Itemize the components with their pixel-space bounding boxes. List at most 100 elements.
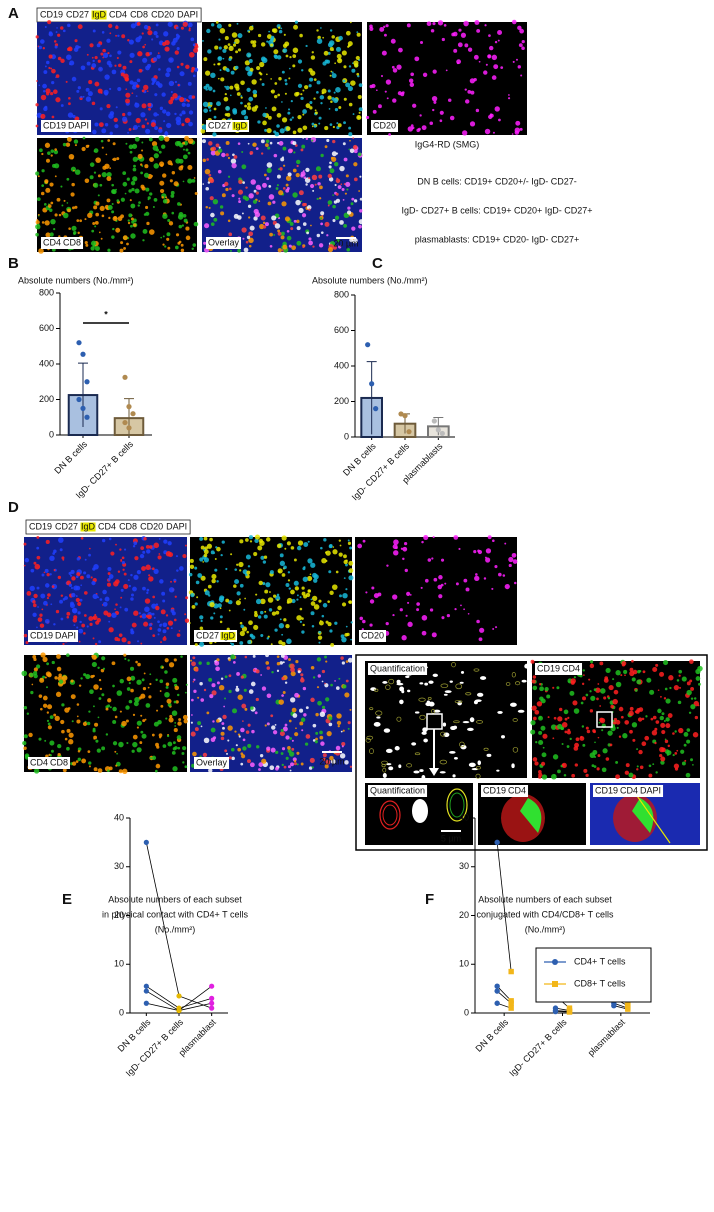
- cell: [185, 683, 188, 686]
- cell: [41, 608, 44, 611]
- cell: [600, 688, 606, 694]
- legend-marker: [552, 959, 558, 965]
- cell: [331, 584, 338, 590]
- cell: [133, 164, 136, 168]
- cell: [266, 177, 270, 181]
- cell: [225, 85, 230, 90]
- data-point: [494, 983, 500, 989]
- cell: [655, 720, 660, 724]
- cell: [134, 556, 139, 561]
- definition: plasmablasts: CD19+ CD20- IgD- CD27+: [415, 234, 580, 244]
- cell: [332, 204, 336, 209]
- data-point: [80, 351, 86, 357]
- cell: [68, 732, 74, 738]
- cell: [36, 546, 40, 550]
- cell: [39, 613, 43, 617]
- quant-cell: [407, 689, 411, 693]
- cell: [440, 558, 445, 562]
- cell: [590, 663, 593, 666]
- cell: [162, 636, 167, 641]
- cell: [117, 34, 120, 38]
- cell: [88, 761, 92, 765]
- cell: [239, 598, 241, 601]
- cell: [126, 177, 130, 181]
- cell: [278, 640, 283, 645]
- cell: [132, 545, 136, 548]
- cell: [192, 74, 196, 78]
- cell: [618, 735, 622, 738]
- cell: [341, 50, 347, 56]
- cell: [557, 769, 561, 774]
- quant-cell: [423, 738, 428, 743]
- quant-cell: [476, 692, 484, 697]
- cell: [302, 89, 305, 92]
- cell: [151, 733, 155, 737]
- cell: [217, 603, 222, 608]
- cell: [289, 222, 294, 226]
- quant-cell: [465, 692, 472, 696]
- cell: [56, 654, 61, 659]
- cell: [266, 73, 268, 76]
- cell: [460, 604, 462, 607]
- cell: [296, 226, 301, 231]
- cell: [175, 233, 180, 237]
- cell: [546, 694, 551, 699]
- cell: [266, 127, 272, 134]
- cell: [275, 187, 279, 190]
- cell: [200, 128, 206, 134]
- quant-cell: [413, 770, 420, 774]
- quant-cell: [369, 748, 374, 754]
- cell: [133, 178, 136, 181]
- panel-letter: E: [62, 891, 72, 908]
- cell: [219, 615, 223, 619]
- cell: [68, 583, 73, 587]
- cell: [26, 712, 30, 715]
- cell: [318, 599, 322, 603]
- cell: [225, 567, 228, 571]
- cell: [575, 737, 580, 742]
- cell: [171, 41, 176, 46]
- cell: [507, 97, 511, 100]
- cell: [540, 725, 546, 731]
- cell: [294, 586, 299, 591]
- cell: [166, 734, 170, 738]
- cell: [219, 205, 224, 209]
- cell: [637, 670, 641, 674]
- cell: [362, 619, 366, 624]
- cell: [266, 722, 270, 726]
- cell: [414, 56, 420, 62]
- cell: [30, 690, 34, 695]
- cell: [175, 36, 180, 40]
- cell: [122, 768, 128, 775]
- cell: [208, 677, 213, 682]
- cell: [245, 240, 249, 244]
- cell: [421, 540, 424, 544]
- cell: [648, 764, 652, 768]
- cell: [139, 553, 145, 559]
- cell: [254, 538, 259, 544]
- cell: [146, 591, 149, 594]
- cell: [172, 766, 178, 772]
- cell: [294, 692, 299, 698]
- cell: [130, 217, 134, 221]
- cell: [144, 718, 147, 721]
- cell: [174, 245, 179, 250]
- cell: [342, 592, 348, 599]
- cell: [345, 679, 349, 683]
- cell: [416, 602, 420, 606]
- cell: [322, 753, 327, 758]
- cell: [143, 672, 146, 675]
- cell: [237, 248, 241, 253]
- cell: [333, 98, 339, 104]
- cell: [305, 103, 311, 109]
- cell: [153, 568, 159, 574]
- cell: [262, 560, 267, 564]
- cell: [553, 716, 557, 720]
- y-tick-label: 0: [464, 1007, 469, 1017]
- cell: [249, 225, 255, 231]
- cell: [642, 670, 646, 674]
- cell: [62, 142, 67, 147]
- cell: [144, 43, 147, 46]
- cell: [140, 171, 144, 175]
- cell: [530, 659, 535, 664]
